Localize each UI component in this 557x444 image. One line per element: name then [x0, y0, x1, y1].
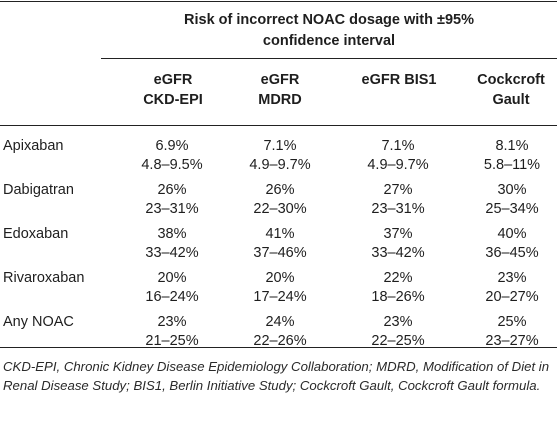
row-label: Edoxaban — [3, 226, 69, 242]
cell-value: 30% — [497, 182, 527, 198]
cell-value: 26% — [265, 182, 295, 198]
column-header-line1: eGFR — [260, 72, 300, 88]
table-cell: 23% 21–25% — [120, 313, 224, 351]
cell-confidence-interval: 18–26% — [371, 289, 425, 305]
spanning-header-line1: Risk of incorrect NOAC dosage with ±95% — [184, 12, 474, 28]
table-cell: 22% 18–26% — [346, 269, 450, 307]
cell-confidence-interval: 22–30% — [253, 201, 307, 217]
cell-confidence-interval: 22–26% — [253, 333, 307, 349]
header-bottom-rule — [0, 125, 557, 126]
cell-confidence-interval: 23–31% — [371, 201, 425, 217]
cell-value: 6.9% — [155, 138, 189, 154]
cell-confidence-interval: 21–25% — [145, 333, 199, 349]
column-header-line1: Cockcroft — [477, 72, 545, 88]
cell-value: 20% — [265, 270, 295, 286]
table-cell: 23% 20–27% — [460, 269, 557, 307]
table-cell: 25% 23–27% — [460, 313, 557, 351]
spanning-header-line2: confidence interval — [262, 33, 396, 49]
table-cell: 20% 16–24% — [120, 269, 224, 307]
table-cell: 26% 23–31% — [120, 181, 224, 219]
column-header-cockcroft-gault: Cockcroft Gault — [466, 70, 556, 110]
cell-confidence-interval: 33–42% — [371, 245, 425, 261]
column-header-line2: MDRD — [258, 92, 302, 108]
cell-confidence-interval: 25–34% — [485, 201, 539, 217]
row-label: Apixaban — [3, 138, 64, 154]
cell-confidence-interval: 4.9–9.7% — [367, 157, 429, 173]
table-cell: 24% 22–26% — [228, 313, 332, 351]
cell-value: 7.1% — [381, 138, 415, 154]
column-header-line1: eGFR — [153, 72, 193, 88]
row-label: Any NOAC — [3, 314, 74, 330]
column-header-line1: eGFR BIS1 — [361, 72, 437, 88]
cell-value: 27% — [383, 182, 413, 198]
cell-confidence-interval: 17–24% — [253, 289, 307, 305]
column-header-line2: Gault — [492, 92, 530, 108]
cell-value: 7.1% — [263, 138, 297, 154]
table-cell: 27% 23–31% — [346, 181, 450, 219]
cell-confidence-interval: 20–27% — [485, 289, 539, 305]
table-cell: 37% 33–42% — [346, 225, 450, 263]
table-cell: 40% 36–45% — [460, 225, 557, 263]
table-caption: CKD-EPI, Chronic Kidney Disease Epidemio… — [3, 359, 550, 393]
table-bottom-rule — [0, 347, 557, 348]
cell-confidence-interval: 36–45% — [485, 245, 539, 261]
cell-confidence-interval: 4.8–9.5% — [141, 157, 203, 173]
column-header-egfr-mdrd: eGFR MDRD — [228, 70, 332, 110]
cell-value: 24% — [265, 314, 295, 330]
table-top-rule — [0, 1, 557, 2]
cell-confidence-interval: 23–27% — [485, 333, 539, 349]
table-cell: 41% 37–46% — [228, 225, 332, 263]
cell-confidence-interval: 4.9–9.7% — [249, 157, 311, 173]
cell-confidence-interval: 16–24% — [145, 289, 199, 305]
spanning-header-rule — [101, 58, 557, 59]
cell-confidence-interval: 37–46% — [253, 245, 307, 261]
table-cell: 7.1% 4.9–9.7% — [228, 137, 332, 175]
cell-value: 25% — [497, 314, 527, 330]
cell-value: 22% — [383, 270, 413, 286]
cell-value: 37% — [383, 226, 413, 242]
table-cell: 6.9% 4.8–9.5% — [120, 137, 224, 175]
cell-confidence-interval: 5.8–11% — [483, 157, 541, 173]
table-cell: 26% 22–30% — [228, 181, 332, 219]
row-label: Dabigatran — [3, 182, 74, 198]
cell-value: 23% — [157, 314, 187, 330]
table-cell: 38% 33–42% — [120, 225, 224, 263]
cell-value: 23% — [383, 314, 413, 330]
column-header-egfr-bis1: eGFR BIS1 — [343, 70, 455, 90]
table-cell: 20% 17–24% — [228, 269, 332, 307]
table-cell: 8.1% 5.8–11% — [460, 137, 557, 175]
cell-value: 38% — [157, 226, 187, 242]
row-label: Rivaroxaban — [3, 270, 85, 286]
cell-value: 26% — [157, 182, 187, 198]
cell-confidence-interval: 33–42% — [145, 245, 199, 261]
table-cell: 7.1% 4.9–9.7% — [346, 137, 450, 175]
table-cell: 23% 22–25% — [346, 313, 450, 351]
cell-value: 23% — [497, 270, 527, 286]
table-cell: 30% 25–34% — [460, 181, 557, 219]
column-header-egfr-ckd-epi: eGFR CKD-EPI — [121, 70, 225, 110]
cell-value: 8.1% — [495, 138, 529, 154]
cell-confidence-interval: 22–25% — [371, 333, 425, 349]
cell-value: 40% — [497, 226, 527, 242]
cell-confidence-interval: 23–31% — [145, 201, 199, 217]
cell-value: 20% — [157, 270, 187, 286]
column-header-line2: CKD-EPI — [143, 92, 203, 108]
cell-value: 41% — [265, 226, 295, 242]
